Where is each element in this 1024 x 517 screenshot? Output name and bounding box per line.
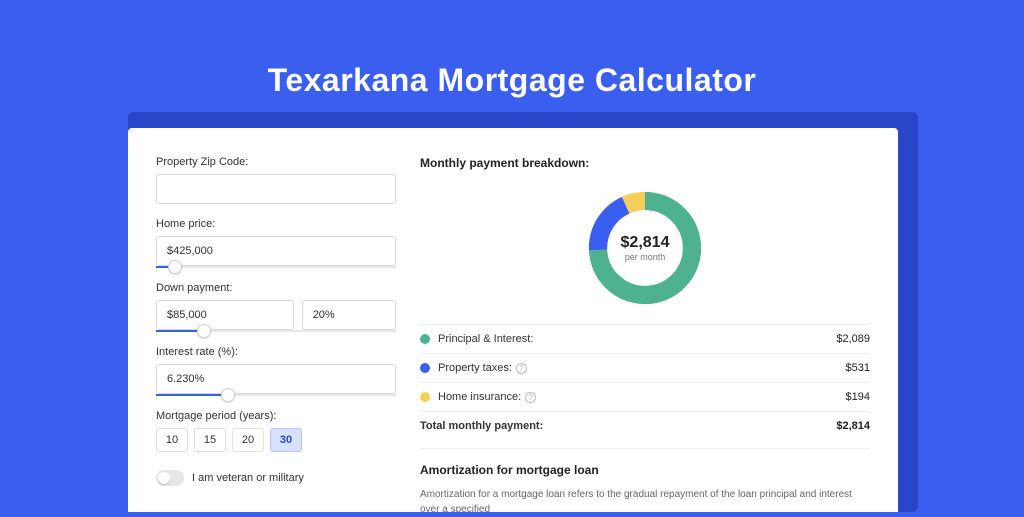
breakdown-row: Property taxes:?$531 xyxy=(420,353,870,382)
interest-rate-label: Interest rate (%): xyxy=(156,346,396,358)
breakdown-label: Property taxes:? xyxy=(438,362,846,374)
period-option-30[interactable]: 30 xyxy=(270,428,302,452)
zip-input[interactable] xyxy=(156,174,396,204)
down-payment-amount-input[interactable] xyxy=(156,300,294,330)
home-price-label: Home price: xyxy=(156,218,396,230)
legend-dot xyxy=(420,334,430,344)
zip-field: Property Zip Code: xyxy=(156,156,396,204)
slider-thumb[interactable] xyxy=(221,388,235,402)
donut-chart: $2,814 per month xyxy=(420,180,870,324)
period-label: Mortgage period (years): xyxy=(156,410,396,422)
down-payment-slider[interactable] xyxy=(156,330,396,332)
down-payment-label: Down payment: xyxy=(156,282,396,294)
breakdown-value: $2,089 xyxy=(836,333,870,345)
toggle-knob xyxy=(158,472,170,484)
down-payment-field: Down payment: xyxy=(156,282,396,332)
amortization-section: Amortization for mortgage loan Amortizat… xyxy=(420,448,870,517)
interest-rate-slider[interactable] xyxy=(156,394,396,396)
amortization-heading: Amortization for mortgage loan xyxy=(420,463,870,477)
donut-total: $2,814 xyxy=(621,234,670,252)
breakdown-label: Principal & Interest: xyxy=(438,333,836,345)
home-price-input[interactable] xyxy=(156,236,396,266)
total-value: $2,814 xyxy=(836,420,870,432)
legend-dot xyxy=(420,392,430,402)
amortization-body: Amortization for a mortgage loan refers … xyxy=(420,487,870,517)
period-field: Mortgage period (years): 10152030 xyxy=(156,410,396,452)
period-option-20[interactable]: 20 xyxy=(232,428,264,452)
calculator-card: Property Zip Code: Home price: Down paym… xyxy=(128,128,898,512)
legend-dot xyxy=(420,363,430,373)
interest-rate-field: Interest rate (%): xyxy=(156,346,396,396)
veteran-label: I am veteran or military xyxy=(192,472,304,484)
slider-thumb[interactable] xyxy=(197,324,211,338)
breakdown-row: Home insurance:?$194 xyxy=(420,382,870,411)
results-panel: Monthly payment breakdown: $2,814 per mo… xyxy=(420,156,870,512)
period-option-15[interactable]: 15 xyxy=(194,428,226,452)
slider-thumb[interactable] xyxy=(168,260,182,274)
total-label: Total monthly payment: xyxy=(420,420,836,432)
interest-rate-input[interactable] xyxy=(156,364,396,394)
veteran-row: I am veteran or military xyxy=(156,470,396,486)
period-option-10[interactable]: 10 xyxy=(156,428,188,452)
info-icon[interactable]: ? xyxy=(525,392,536,403)
page-title: Texarkana Mortgage Calculator xyxy=(0,62,1024,99)
zip-label: Property Zip Code: xyxy=(156,156,396,168)
form-panel: Property Zip Code: Home price: Down paym… xyxy=(156,156,396,512)
home-price-slider[interactable] xyxy=(156,266,396,268)
breakdown-row: Principal & Interest:$2,089 xyxy=(420,324,870,353)
donut-sublabel: per month xyxy=(625,252,666,262)
breakdown-label: Home insurance:? xyxy=(438,391,846,403)
down-payment-percent-input[interactable] xyxy=(302,300,396,330)
breakdown-value: $194 xyxy=(846,391,870,403)
home-price-field: Home price: xyxy=(156,218,396,268)
breakdown-heading: Monthly payment breakdown: xyxy=(420,156,870,170)
info-icon[interactable]: ? xyxy=(516,363,527,374)
veteran-toggle[interactable] xyxy=(156,470,184,486)
total-row: Total monthly payment: $2,814 xyxy=(420,411,870,440)
breakdown-value: $531 xyxy=(846,362,870,374)
